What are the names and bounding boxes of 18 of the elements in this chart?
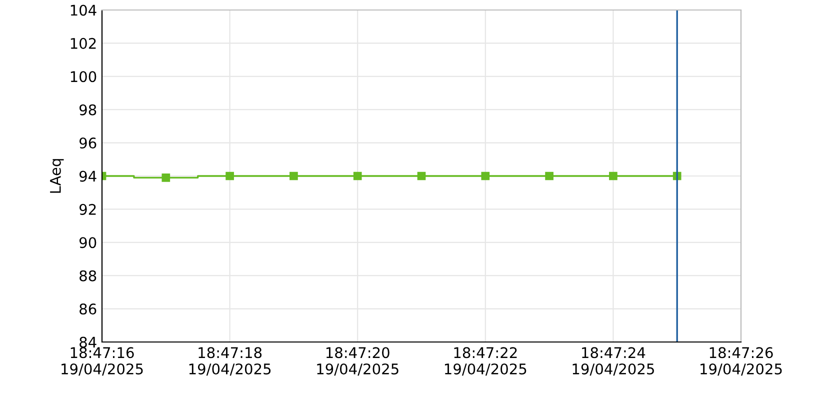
y-tick-label: 86: [80, 304, 96, 315]
x-tick-label: 18:47:20 19/04/2025: [317, 347, 398, 376]
y-tick-label: 92: [80, 204, 96, 215]
y-tick-label: 84: [80, 336, 96, 348]
x-tick-label: 18:47:24 19/04/2025: [572, 347, 654, 376]
x-tick-label: 18:47:22 19/04/2025: [444, 347, 526, 376]
y-tick-label: 100: [70, 71, 96, 82]
y-tick-label: 102: [70, 38, 96, 49]
y-tick-label: 88: [80, 270, 96, 282]
y-tick-label: 98: [80, 104, 96, 116]
y-tick-label: 90: [80, 237, 96, 248]
x-tick-label: 18:47:16 19/04/2025: [62, 347, 143, 376]
x-tick-label: 18:47:26 19/04/2025: [700, 347, 782, 376]
y-tick-label: 104: [70, 4, 96, 16]
x-tick-label: 18:47:18 19/04/2025: [189, 347, 271, 376]
y-axis-title: LAeq: [50, 159, 64, 193]
y-tick-label: 94: [80, 170, 96, 182]
y-tick-label: 96: [80, 138, 96, 149]
